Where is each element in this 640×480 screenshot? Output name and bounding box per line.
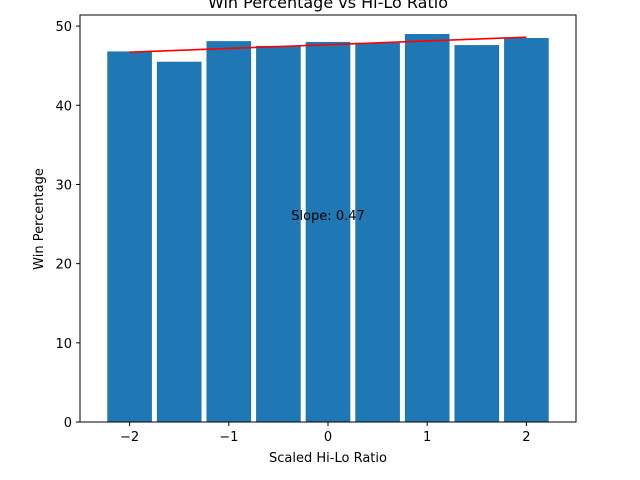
chart-title: Win Percentage vs Hi-Lo Ratio xyxy=(208,0,448,12)
y-tick-label: 30 xyxy=(55,178,72,193)
y-tick-label: 40 xyxy=(55,99,72,114)
bar xyxy=(504,37,549,422)
bar xyxy=(404,34,450,422)
bar xyxy=(206,41,252,423)
bar xyxy=(107,51,152,422)
x-axis-ticks: −2 −1 0 1 2 xyxy=(120,422,531,445)
bar xyxy=(454,45,500,423)
x-tick-label: −1 xyxy=(219,430,238,445)
x-tick-label: 2 xyxy=(522,430,530,445)
x-axis-label: Scaled Hi-Lo Ratio xyxy=(269,451,387,466)
y-axis-ticks: 0 10 20 30 40 50 xyxy=(55,20,80,431)
bars-group xyxy=(107,34,549,423)
y-tick-label: 0 xyxy=(64,416,72,431)
y-tick-label: 50 xyxy=(55,20,72,35)
y-tick-label: 10 xyxy=(55,337,72,352)
bar xyxy=(156,61,202,423)
trendline xyxy=(129,36,527,54)
y-tick-label: 20 xyxy=(55,258,72,273)
bar xyxy=(256,45,301,423)
bar xyxy=(355,42,400,422)
slope-annotation: Slope: 0.47 xyxy=(291,209,365,224)
x-tick-label: 1 xyxy=(423,430,431,445)
bar xyxy=(305,41,351,422)
y-axis-label: Win Percentage xyxy=(32,168,47,270)
x-tick-label: 0 xyxy=(324,430,332,445)
trendline-group xyxy=(129,36,527,54)
x-tick-label: −2 xyxy=(120,430,139,445)
